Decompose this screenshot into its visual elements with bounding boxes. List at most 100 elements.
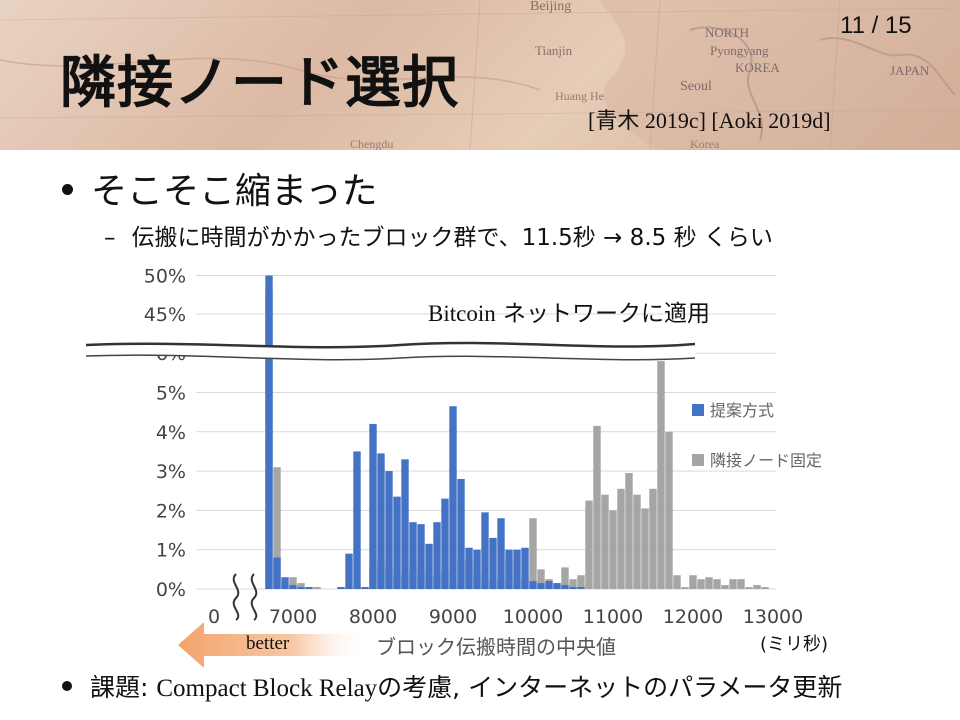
map-label: Pyongyang xyxy=(710,43,769,58)
bullet-1: そこそこ縮まった xyxy=(62,162,378,214)
bar xyxy=(673,575,681,589)
axis-break-band xyxy=(86,342,695,360)
bar xyxy=(417,524,425,589)
bar xyxy=(577,587,585,589)
better-arrow-icon xyxy=(178,622,370,668)
legend-label-proposed: 提案方式 xyxy=(710,401,774,420)
x-tick-label: 0 xyxy=(208,606,220,628)
y-tick-label: 2% xyxy=(156,500,186,522)
map-background-image: Beijing Tianjin NORTH Pyongyang KOREA Se… xyxy=(0,0,960,150)
bar xyxy=(385,471,393,589)
y-tick-labels: 0%1%2%3%4%5%6%45%50% xyxy=(144,266,186,602)
y-tick-label: 4% xyxy=(156,422,186,444)
legend-swatch-fixed xyxy=(692,454,704,466)
bar xyxy=(345,553,353,589)
bar xyxy=(753,585,761,589)
bar xyxy=(505,549,513,589)
x-tick-label: 10000 xyxy=(503,606,563,628)
map-label: Chengdu xyxy=(350,137,393,150)
x-axis-title: ブロック伝搬時間の中央値 xyxy=(376,635,616,659)
map-label: Tianjin xyxy=(535,43,573,58)
bar xyxy=(521,547,529,589)
slide-title: 隣接ノード選択 xyxy=(60,51,459,116)
axis-break-line-top xyxy=(85,341,696,349)
bar xyxy=(441,498,449,589)
x-axis-unit: (ミリ秒) xyxy=(760,634,829,655)
legend-label-fixed: 隣接ノード固定 xyxy=(710,451,822,470)
header-banner: Beijing Tianjin NORTH Pyongyang KOREA Se… xyxy=(0,0,960,150)
bar xyxy=(265,275,273,589)
bar xyxy=(353,451,361,589)
bar xyxy=(593,425,601,589)
y-tick-label: 5% xyxy=(156,383,186,405)
y-tick-label: 50% xyxy=(144,266,186,288)
bar xyxy=(577,575,585,589)
bar xyxy=(665,431,673,589)
dash-icon: – xyxy=(104,225,116,251)
bar xyxy=(297,583,305,589)
legend-swatch-proposed xyxy=(692,404,704,416)
bar xyxy=(449,406,457,589)
x-tick-label: 8000 xyxy=(349,606,397,628)
bar xyxy=(721,585,729,589)
bar xyxy=(649,488,657,589)
x-tick-label: 7000 xyxy=(269,606,317,628)
bar xyxy=(433,522,441,589)
bar xyxy=(393,496,401,589)
bar xyxy=(553,583,561,589)
bar xyxy=(473,549,481,589)
bar xyxy=(457,478,465,589)
bar xyxy=(377,453,385,589)
bar xyxy=(657,361,665,589)
sub-bullet-1: – 伝搬に時間がかかったブロック群で、11.5秒 → 8.5 秒 くらい xyxy=(104,218,773,252)
bar xyxy=(313,587,321,589)
bullet-2-prefix: 課題: xyxy=(90,673,157,702)
bar xyxy=(489,537,497,589)
map-label: Huang He xyxy=(555,89,604,103)
bar xyxy=(409,522,417,589)
bar xyxy=(569,587,577,589)
bar xyxy=(545,581,553,589)
y-tick-label: 0% xyxy=(156,579,186,601)
bar xyxy=(761,587,769,589)
bar xyxy=(585,500,593,589)
bar xyxy=(361,587,369,589)
bar xyxy=(337,587,345,589)
map-label: Beijing xyxy=(530,0,571,14)
bar xyxy=(609,510,617,589)
x-tick-label: 9000 xyxy=(429,606,477,628)
series-fixed-bars xyxy=(265,290,769,589)
bar xyxy=(633,494,641,589)
map-label: KOREA xyxy=(735,60,780,75)
bar xyxy=(401,459,409,589)
x-axis-break-mark xyxy=(232,573,240,621)
bar xyxy=(369,423,377,589)
series-proposed-bars xyxy=(265,275,585,589)
bar xyxy=(705,577,713,589)
bullet-2-serif: Compact Block Relay xyxy=(156,675,378,702)
bar xyxy=(713,579,721,589)
bar xyxy=(273,557,281,589)
bar xyxy=(297,587,305,589)
bar xyxy=(745,587,753,589)
x-tick-label: 13000 xyxy=(743,606,803,628)
x-tick-labels: 0 7000 8000 9000 10000 11000 12000 13000 xyxy=(208,606,803,628)
bar xyxy=(481,512,489,589)
bullet-dot-icon xyxy=(62,681,72,691)
better-label: better xyxy=(246,633,290,654)
x-tick-label: 11000 xyxy=(583,606,643,628)
bullet-1-text: そこそこ縮まった xyxy=(91,171,378,212)
bar xyxy=(529,518,537,589)
sub-bullet-1-text: 伝搬に時間がかかったブロック群で、11.5秒 → 8.5 秒 くらい xyxy=(131,225,773,251)
bar xyxy=(465,547,473,589)
map-label: Korea xyxy=(690,137,720,150)
axis-break-line-bottom xyxy=(85,354,696,361)
bar xyxy=(681,587,689,589)
bar xyxy=(617,488,625,589)
bar xyxy=(513,549,521,589)
page-number: 11 / 15 xyxy=(840,12,912,39)
annotation-bitcoin: Bitcoin ネットワークに適用 xyxy=(428,294,710,328)
bar xyxy=(569,579,577,589)
bar xyxy=(529,581,537,589)
